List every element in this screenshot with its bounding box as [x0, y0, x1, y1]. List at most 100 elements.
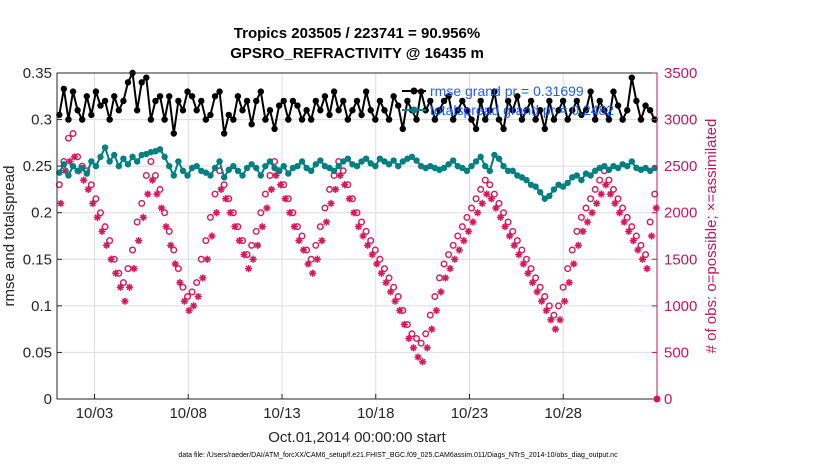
obs-assimilated-point	[597, 190, 605, 198]
obs-assimilated-point	[515, 251, 523, 259]
rmse-point	[504, 97, 512, 105]
rmse-point	[294, 102, 301, 109]
rmse-point	[317, 107, 324, 114]
obs-possible-point	[490, 190, 498, 198]
rmse-point	[463, 107, 471, 114]
legend: rmse grand pr = 0.31699 totalspread gran…	[402, 83, 614, 118]
totalspread-point	[546, 192, 553, 200]
totalspread-point	[390, 157, 397, 164]
totalspread-point	[509, 167, 516, 174]
rmse-point	[166, 93, 173, 100]
obs-assimilated-point	[66, 157, 74, 166]
obs-possible-point	[614, 195, 622, 203]
obs-assimilated-point	[190, 302, 198, 310]
rmse-point	[275, 102, 283, 109]
obs-possible-point	[545, 302, 553, 310]
obs-possible-point	[408, 330, 416, 338]
rmse-point	[619, 116, 626, 123]
obs-assimilated-point	[139, 213, 147, 221]
totalspread-point	[74, 167, 81, 174]
obs-assimilated-point	[648, 232, 656, 240]
totalspread-point	[614, 164, 622, 172]
totalspread-point	[353, 162, 361, 170]
rmse-point	[376, 97, 384, 105]
rmse-point	[514, 93, 521, 100]
totalspread-point	[463, 167, 471, 174]
obs-assimilated-point	[377, 269, 386, 277]
obs-assimilated-point	[336, 171, 344, 180]
obs-possible-point	[193, 279, 201, 287]
legend-rmse-label: rmse grand pr = 0.31699	[430, 83, 584, 99]
x-tick-label: 10/23	[451, 405, 489, 422]
obs-possible-point	[495, 199, 503, 207]
totalspread-point	[472, 158, 480, 165]
rmse-point	[445, 93, 452, 100]
rmse-point	[60, 85, 68, 93]
obs-possible-point	[477, 185, 485, 193]
obs-assimilated-point	[551, 325, 560, 333]
y-axis-label: rmse and totalspread	[1, 166, 18, 307]
totalspread-point	[129, 153, 136, 161]
x-axis-label: Oct.01,2014 00:00:00 start	[268, 429, 446, 446]
obs-assimilated-point	[157, 204, 166, 212]
rmse-point	[541, 125, 548, 133]
totalspread-point	[307, 167, 315, 174]
rmse-point	[491, 88, 498, 95]
obs-assimilated-point	[524, 269, 532, 277]
obs-possible-point	[445, 251, 453, 259]
obs-possible-point	[500, 209, 508, 217]
rmse-point	[120, 97, 127, 105]
obs-assimilated-point	[506, 232, 514, 240]
obs-assimilated-point	[396, 306, 404, 315]
rmse-point	[633, 97, 640, 105]
obs-assimilated-point	[235, 237, 244, 245]
obs-possible-point	[651, 190, 659, 198]
rmse-point	[330, 88, 338, 95]
obs-assimilated-point	[70, 153, 79, 161]
totalspread-point	[124, 161, 132, 168]
rmse-point	[257, 88, 265, 95]
obs-assimilated-point	[176, 278, 184, 287]
totalspread-point	[69, 162, 77, 170]
rmse-point	[303, 107, 310, 114]
rmse-point	[78, 116, 86, 123]
obs-possible-point	[587, 195, 595, 203]
legend-rmse-marker	[410, 87, 418, 95]
obs-assimilated-point	[313, 255, 321, 263]
totalspread-point	[518, 174, 526, 181]
obs-possible-point	[188, 288, 196, 296]
chart-title: Tropics 203505 / 223741 = 90.956%	[234, 25, 480, 42]
obs-assimilated-point	[496, 213, 505, 221]
y-tick-label: 0.3	[31, 112, 52, 129]
rmse-point	[349, 107, 356, 114]
obs-possible-point	[87, 181, 95, 189]
totalspread-point	[257, 172, 265, 179]
obs-possible-point	[206, 213, 214, 221]
totalspread-point	[111, 151, 118, 159]
rmse-point	[307, 116, 315, 123]
rmse-point	[138, 79, 145, 86]
obs-possible-point	[129, 246, 137, 254]
totalspread-point	[523, 176, 530, 184]
totalspread-point	[628, 158, 636, 165]
obs-possible-point	[486, 181, 494, 189]
obs-assimilated-point	[579, 227, 587, 235]
y2-tick-label: 2500	[664, 158, 697, 175]
totalspread-point	[367, 160, 374, 167]
rmse-point	[642, 102, 649, 109]
totalspread-point	[482, 162, 489, 170]
obs-possible-point	[422, 330, 430, 338]
totalspread-point	[271, 164, 278, 172]
obs-possible-point	[440, 260, 448, 268]
totalspread-point	[248, 161, 255, 168]
y2-tick-label: 3500	[664, 65, 697, 82]
obs-assimilated-point	[428, 325, 436, 333]
rmse-point	[495, 116, 503, 123]
obs-possible-point	[623, 213, 631, 221]
ticks: 10/03 10/08 10/13 10/18 10/23 10/28 0 0.05 0.1 0.…	[23, 65, 698, 422]
totalspread-point	[385, 161, 393, 168]
obs-possible-point	[541, 293, 549, 301]
obs-possible-point	[577, 213, 585, 221]
rmse-point	[555, 107, 562, 114]
obs-assimilated-point	[309, 269, 317, 277]
